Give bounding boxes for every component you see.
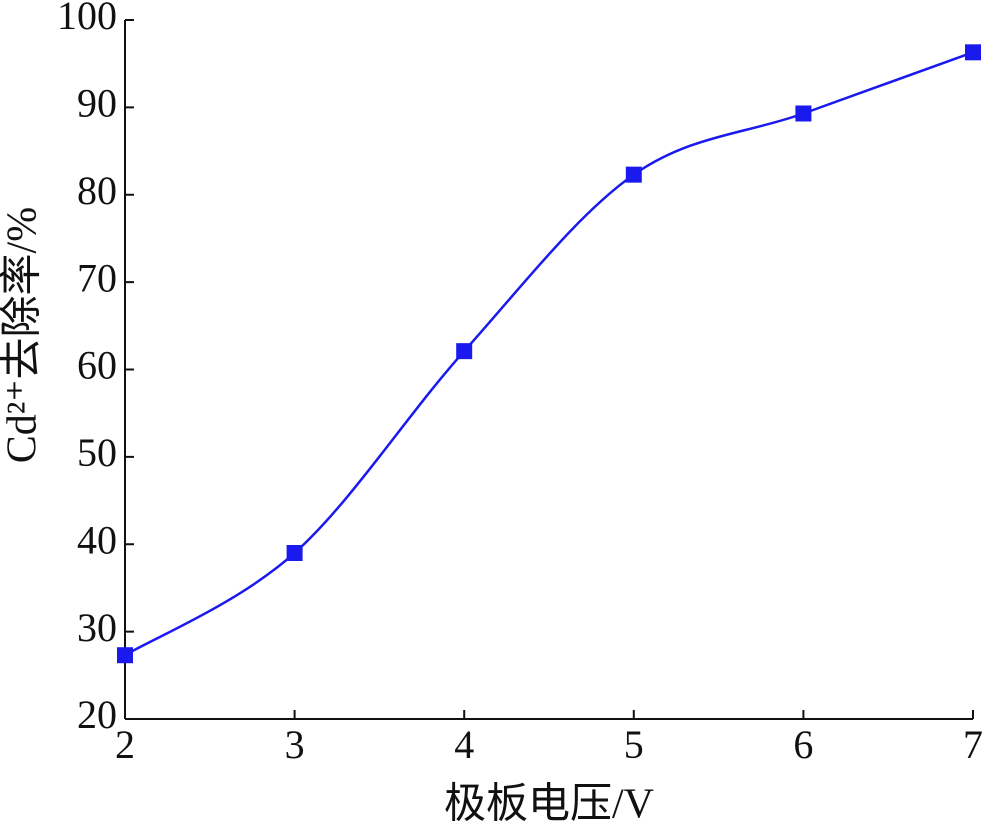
series-line	[124, 51, 974, 657]
x-tick-label: 5	[624, 722, 644, 767]
y-tick-label: 100	[57, 0, 117, 38]
marker	[625, 166, 642, 183]
marker	[456, 343, 473, 360]
x-tick-label: 4	[454, 722, 474, 767]
y-tick-label: 40	[77, 517, 117, 562]
x-axis-title: 极板电压/V	[444, 782, 654, 828]
marker	[286, 544, 303, 561]
x-tick-label: 2	[115, 722, 135, 767]
marker	[965, 44, 981, 61]
y-tick-label: 60	[77, 343, 117, 388]
x-tick-label: 7	[963, 722, 983, 767]
y-tick-label: 70	[77, 255, 117, 300]
x-tick-label: 3	[285, 722, 305, 767]
y-tick-label: 30	[77, 605, 117, 650]
marker	[117, 647, 133, 664]
y-tick-label: 20	[77, 692, 117, 737]
marker	[795, 105, 812, 122]
y-tick-label: 80	[77, 168, 117, 213]
y-axis-title: Cd²⁺去除率/%	[0, 207, 46, 463]
y-tick-label: 50	[77, 430, 117, 475]
x-tick-label: 6	[793, 722, 813, 767]
y-tick-label: 90	[77, 81, 117, 126]
